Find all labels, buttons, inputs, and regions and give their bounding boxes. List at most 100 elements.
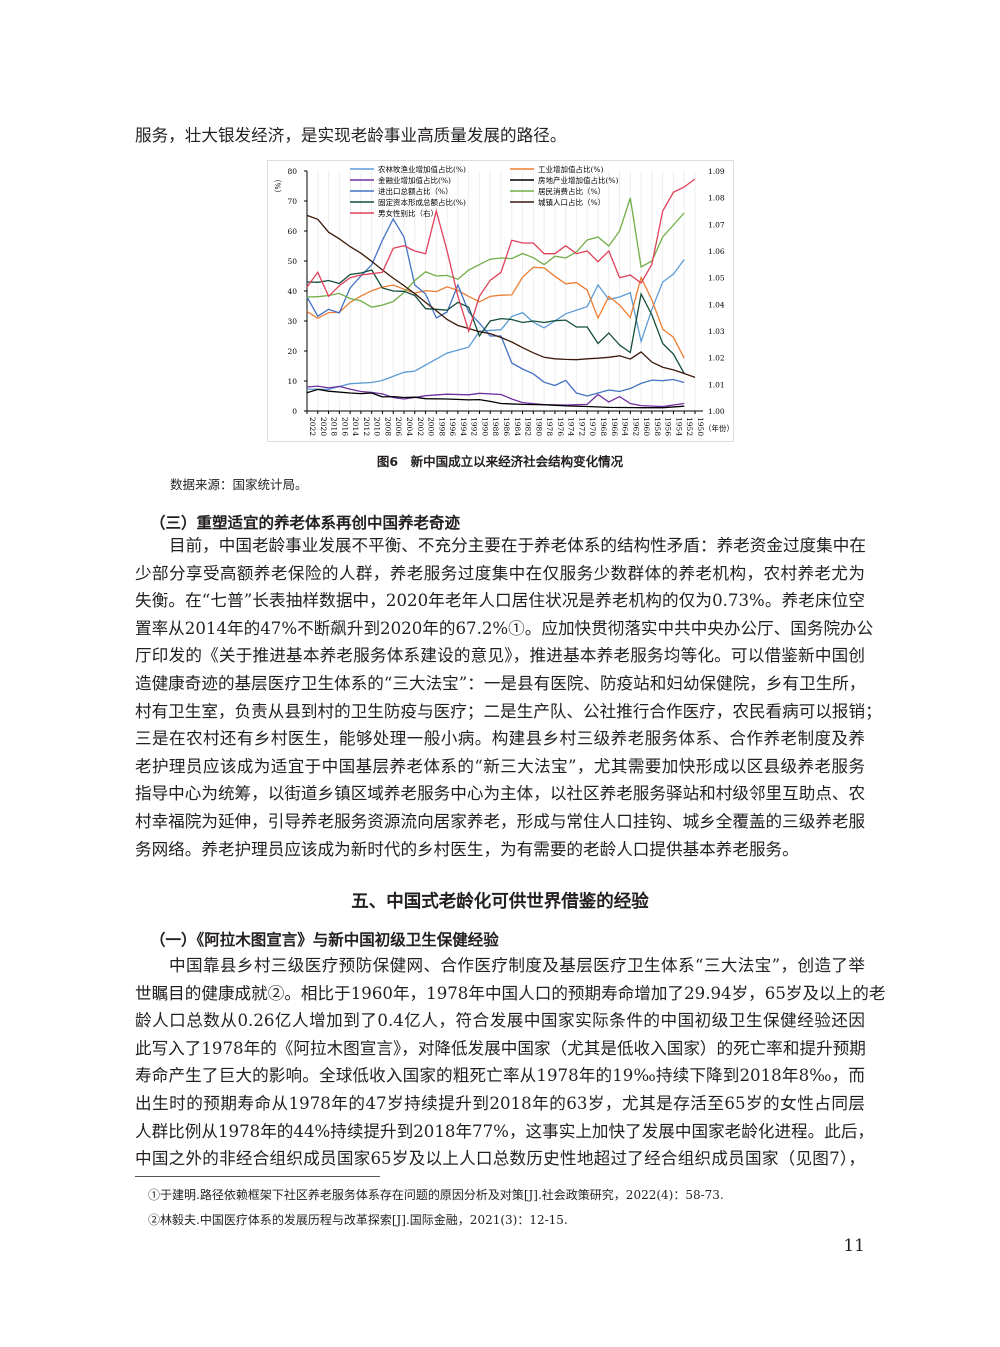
legend-label: 男女性别比（右）	[378, 208, 438, 218]
paragraph-line: 村幸福院为延伸，引导养老服务资源流向居家养老，形成与常住人口挂钩、城乡全覆盖的三…	[135, 812, 866, 831]
legend-label: 居民消费占比（%）	[538, 186, 605, 196]
y2-tick-label: 1.05	[708, 274, 725, 283]
figure-6-chart: 2022 2020 2018 2016 2014 2012 2010 2008 2006 2004…	[267, 160, 734, 442]
series-line-2	[306, 385, 685, 408]
x-tick-label: 1972	[577, 417, 586, 436]
y2-tick-label: 1.04	[708, 300, 725, 309]
series-line-8	[306, 178, 696, 334]
top-line: 服务，壮大银发经济，是实现老龄事业高质量发展的路径。	[135, 126, 567, 145]
x-tick-label: 1964	[621, 417, 630, 436]
x-tick-label: 2018	[330, 417, 339, 436]
y2-tick-label: 1.09	[708, 167, 725, 176]
x-tick-label: 2008	[383, 417, 392, 436]
x-tick-label: 2006	[394, 417, 403, 436]
x-tick-label: 1992	[470, 417, 479, 436]
x-tick-label: 1962	[631, 417, 640, 436]
y-tick-label: 10	[287, 377, 297, 386]
paragraph-line: 寿命产生了巨大的影响。全球低收入国家的粗死亡率从1978年的19‰持续下降到20…	[135, 1066, 865, 1086]
legend-label: 进出口总额占比（%）	[378, 186, 453, 196]
x-tick-label: 1968	[599, 417, 608, 436]
legend-label: 农林牧渔业增加值占比(%)	[378, 164, 466, 174]
paragraph-line: 造健康奇迹的基层医疗卫生体系的“三大法宝”：一是县有医院、防疫站和妇幼保健院，乡…	[135, 674, 866, 693]
x-tick-label: 1956	[664, 417, 673, 436]
footnote-1: ①于建明.路径依赖框架下社区养老服务体系存在问题的原因分析及对策[J].社会政策…	[148, 1188, 724, 1202]
legend-label: 房地产业增加值占比(%)	[538, 175, 619, 185]
paragraph-line: 世瞩目的健康成就②。相比于1960年，1978年中国人口的预期寿命增加了29.9…	[135, 983, 886, 1003]
y-tick-label: 30	[287, 317, 297, 326]
x-tick-label: 1984	[513, 417, 522, 436]
x-tick-label: 2014	[351, 417, 360, 436]
y-tick-label: 40	[287, 287, 297, 296]
paragraph-line: 失衡。在“七普”长表抽样数据中，2020年老年人口居住状况是养老机构的仅为0.7…	[135, 591, 865, 611]
x-tick-label: 1952	[685, 417, 694, 436]
section-heading-3: （三）重塑适宜的养老体系再创中国养老奇迹	[150, 514, 461, 532]
x-tick-label: 1954	[674, 417, 683, 436]
x-tick-label: 1988	[491, 417, 500, 436]
x-tick-label: 1982	[524, 417, 533, 436]
y2-tick-label: 1.02	[708, 354, 725, 363]
paragraph-line: 目前，中国老龄事业发展不平衡、不充分主要在于养老体系的结构性矛盾：养老资金过度集…	[169, 536, 866, 555]
series-line-3	[306, 388, 685, 409]
x-tick-label: 2010	[373, 417, 382, 436]
y-tick-label: 60	[287, 227, 297, 236]
paragraph-line: 出生时的预期寿命从1978年的47岁持续提升到2018年的63岁，尤其是存活至6…	[135, 1094, 865, 1113]
x-tick-label: 1974	[567, 417, 576, 436]
figure-source: 数据来源：国家统计局。	[170, 477, 308, 492]
y-tick-label: 70	[287, 197, 297, 206]
x-tick-label: 2012	[362, 417, 371, 436]
paragraph-line: 龄人口总数从0.26亿人增加到了0.4亿人，符合发展中国家实际条件的中国初级卫生…	[135, 1011, 865, 1031]
legend-label: 固定资本形成总额占比(%)	[378, 197, 466, 207]
x-tick-label: 1976	[556, 417, 565, 436]
x-tick-label: 2022	[308, 417, 317, 436]
paragraph-line: 此写入了1978年的《阿拉木图宣言》，对降低发展中国家（尤其是低收入国家）的死亡…	[135, 1038, 866, 1058]
x-tick-label: 1990	[480, 417, 489, 436]
x-axis-label: （年份）	[704, 423, 734, 433]
paragraph-line: 人群比例从1978年的44%持续提升到2018年77%，这事实上加快了发展中国家…	[135, 1121, 875, 1141]
paragraph-line: 中国之外的非经合组织成员国家65岁及以上人口总数历史性地超过了经合组织成员国家（…	[135, 1149, 865, 1169]
x-tick-label: 2002	[416, 417, 425, 436]
x-tick-label: 1950	[696, 417, 705, 436]
x-tick-label: 1994	[459, 417, 468, 436]
x-tick-label: 1970	[588, 417, 597, 436]
x-tick-label: 1998	[437, 417, 446, 436]
series-line-1	[306, 266, 685, 359]
x-tick-label: 1986	[502, 417, 511, 436]
y-tick-label: 0	[292, 407, 297, 416]
paragraph-line: 厅印发的《关于推进基本养老服务体系建设的意见》，推进基本养老服务均等化。可以借鉴…	[135, 646, 865, 666]
y2-tick-label: 1.08	[708, 194, 725, 203]
y2-tick-label: 1.00	[708, 407, 725, 416]
y2-tick-label: 1.01	[708, 380, 725, 389]
x-tick-label: 1980	[534, 417, 543, 436]
y-tick-label: 20	[287, 347, 297, 356]
subsection-heading-5-1: （一）《阿拉木图宣言》与新中国初级卫生保健经验	[150, 931, 499, 949]
section-heading-5: 五、中国式老龄化可供世界借鉴的经验	[351, 892, 649, 912]
x-tick-label: 2016	[340, 417, 349, 436]
paragraph-line: 村有卫生室，负责从县到村的卫生防疫与医疗；二是生产队、公社推行合作医疗，农民看病…	[135, 701, 882, 721]
x-tick-label: 2004	[405, 417, 414, 436]
y-tick-label: 80	[287, 167, 297, 176]
x-tick-label: 1966	[610, 417, 619, 436]
x-tick-label: 1958	[653, 417, 662, 436]
footnote-2: ②林毅夫.中国医疗体系的发展历程与改革探索[J].国际金融，2021(3)：12…	[148, 1213, 568, 1227]
legend-label: 城镇人口占比（%）	[538, 197, 605, 207]
paragraph-line: 三是在农村还有乡村医生，能够处理一般小病。构建县乡村三级养老服务体系、合作养老制…	[135, 729, 865, 749]
series-line-5	[306, 197, 685, 308]
page-number: 11	[843, 1236, 865, 1256]
figure-caption: 图6 新中国成立以来经济社会结构变化情况	[376, 454, 624, 469]
paragraph-line: 少部分享受高额养老保险的人群，养老服务过度集中在仅服务少数群体的养老机构，农村养…	[135, 563, 865, 583]
x-tick-label: 2020	[319, 417, 328, 436]
series-line-7	[306, 214, 696, 379]
paragraph-line: 老护理员应该成为适宜于中国基层养老体系的“新三大法宝”，尤其需要加快形成以区县级…	[135, 756, 865, 776]
y2-tick-label: 1.07	[708, 220, 725, 229]
paragraph-line: 指导中心为统筹，以街道乡镇区域养老服务中心为主体，以社区养老服务驿站和村级邻里互…	[135, 784, 866, 804]
x-tick-label: 1960	[642, 417, 651, 436]
y2-tick-label: 1.06	[708, 247, 725, 256]
y2-tick-label: 1.03	[708, 327, 725, 336]
x-tick-label: 2000	[427, 417, 436, 436]
y-tick-label: 50	[287, 257, 297, 266]
y-axis-label: （%）	[273, 175, 282, 197]
footnote-divider	[135, 1176, 380, 1177]
series-line-0	[306, 259, 685, 391]
paragraph-line: 置率从2014年的47%不断飙升到2020年的67.2%①。应加快贯彻落实中共中…	[135, 618, 874, 638]
series-line-6	[306, 269, 685, 374]
